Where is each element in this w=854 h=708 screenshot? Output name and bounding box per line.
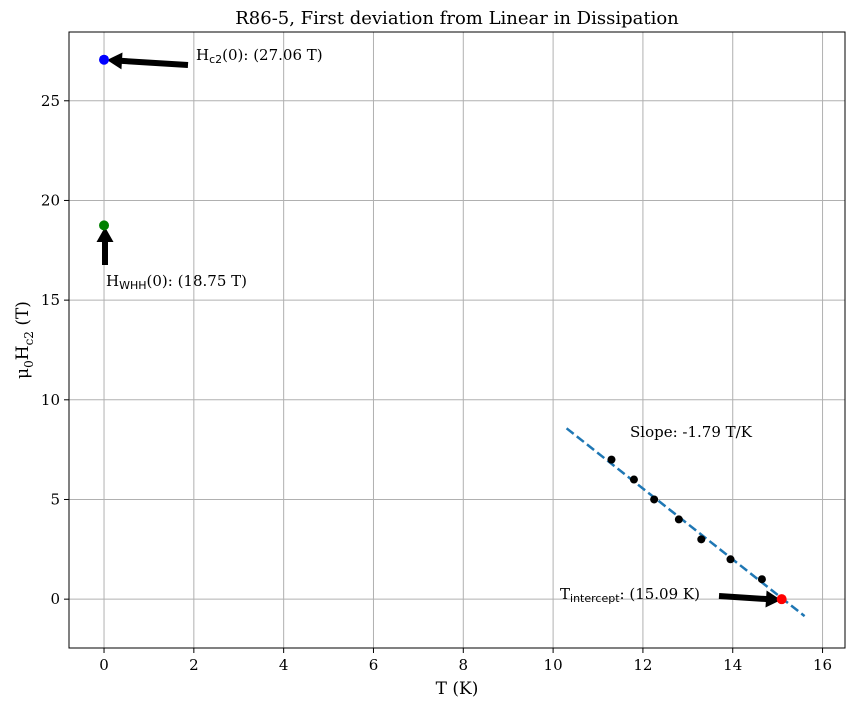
x-tick-label: 10	[544, 656, 563, 674]
axis-ticks: 0 2 4 6 8 10 12 14 16 0 5 10 15 20 25	[41, 92, 832, 674]
y-tick-label: 0	[50, 590, 60, 608]
x-axis-label: T (K)	[436, 679, 479, 699]
x-tick-label: 8	[459, 656, 469, 674]
tint-point	[776, 594, 787, 605]
hc2-arrow	[107, 52, 189, 70]
plot-frame	[68, 31, 846, 649]
y-tick-label: 10	[41, 391, 60, 409]
x-tick-label: 12	[633, 656, 652, 674]
y-tick-label: 25	[41, 92, 60, 110]
hwhh-label: HWHH(0): (18.75 T)	[106, 272, 247, 292]
annotations: Hc2(0): (27.06 T) HWHH(0): (18.75 T) Tinte…	[96, 46, 787, 608]
data-point	[726, 555, 735, 564]
data-point	[650, 495, 659, 504]
tint-label: Tintercept: (15.09 K)	[560, 585, 700, 605]
x-tick-label: 6	[369, 656, 379, 674]
y-tick-label: 20	[41, 191, 60, 209]
x-tick-label: 16	[813, 656, 832, 674]
x-tick-label: 0	[99, 656, 109, 674]
x-tick-label: 2	[189, 656, 199, 674]
data-points	[607, 455, 766, 584]
data-point	[629, 475, 638, 484]
data-point	[697, 535, 706, 544]
data-point	[674, 515, 683, 524]
fit-line	[565, 427, 806, 618]
hc2-label: Hc2(0): (27.06 T)	[196, 46, 323, 66]
slope-label: Slope: -1.79 T/K	[630, 423, 753, 441]
y-tick-label: 5	[50, 490, 60, 508]
data-point	[607, 455, 616, 464]
hc2-point	[99, 54, 110, 65]
x-tick-label: 4	[279, 656, 289, 674]
grid-lines	[69, 32, 845, 648]
hwhh-point	[99, 220, 110, 231]
chart-title: R86-5, First deviation from Linear in Di…	[235, 8, 679, 29]
y-axis-label: μ0Hc2 (T)	[13, 301, 36, 379]
hwhh-arrow	[96, 227, 114, 265]
data-point	[757, 575, 766, 584]
fit-line-group: Slope: -1.79 T/K	[565, 423, 806, 618]
y-tick-label: 15	[41, 291, 60, 309]
x-tick-label: 14	[723, 656, 742, 674]
tint-arrow	[718, 590, 781, 608]
